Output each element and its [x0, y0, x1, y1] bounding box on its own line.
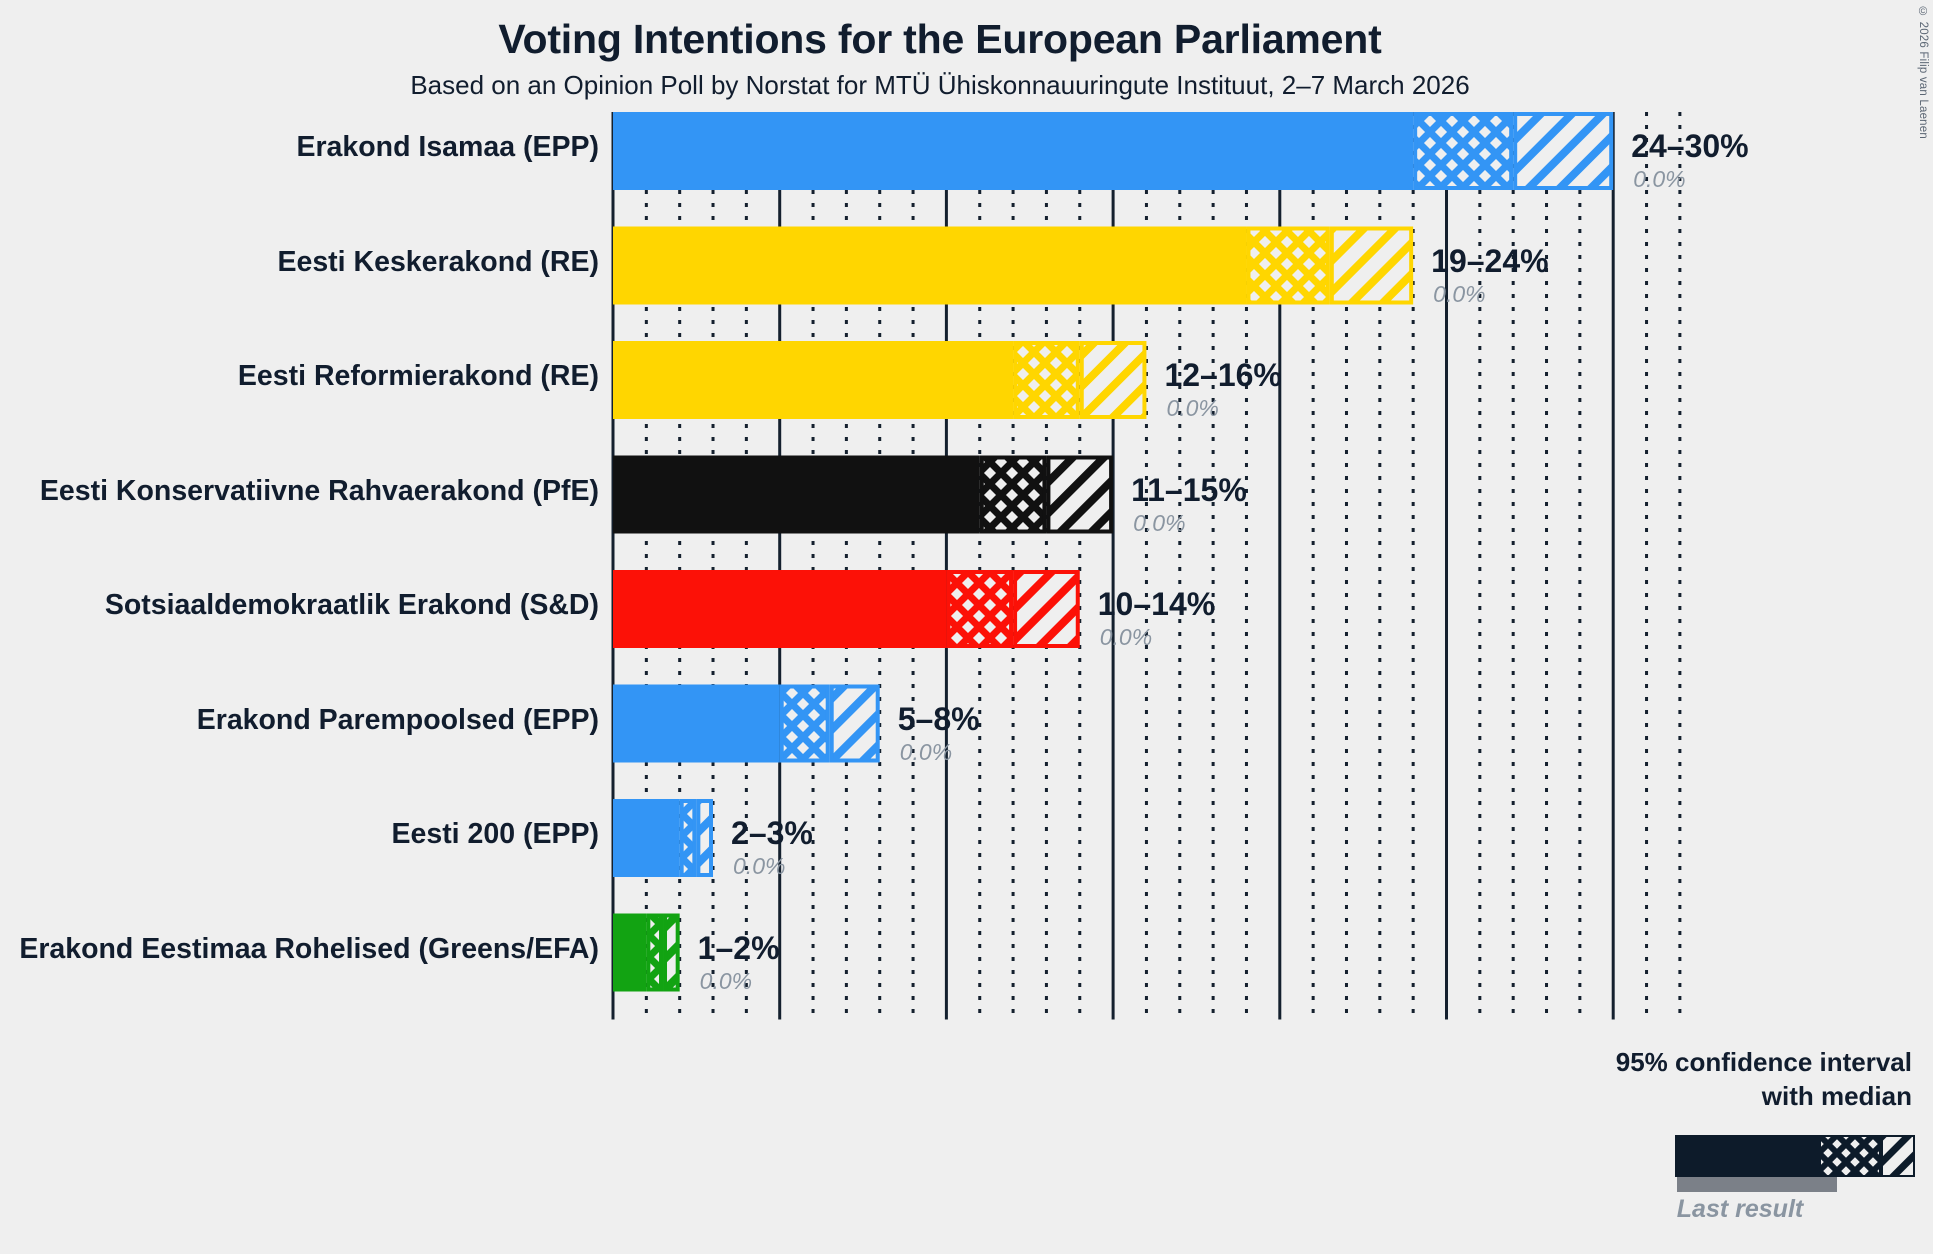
bar-range-value: 12–16% — [1164, 357, 1282, 393]
legend-swatch — [1675, 1135, 1915, 1177]
bar-solid-segment[interactable] — [613, 684, 780, 763]
bar-crosshatch-segment[interactable] — [1246, 226, 1330, 305]
bar-category-label: Erakond Eestimaa Rohelised (Greens/EFA) — [19, 932, 599, 965]
bar-last-result-value: 0.0% — [899, 738, 953, 765]
bar-range-value: 19–24% — [1431, 242, 1549, 279]
legend-caption-line1: 95% confidence interval — [1615, 1047, 1912, 1077]
bar-solid-segment[interactable] — [613, 799, 680, 877]
bar-solid-segment[interactable] — [613, 341, 1014, 419]
legend-swatch-solid — [1675, 1135, 1819, 1177]
bar-group[interactable] — [613, 341, 1147, 419]
bar-range-value: 1–2% — [697, 929, 780, 966]
bar-last-result-value: 0.0% — [1633, 166, 1686, 192]
bar-category-label: Erakond Isamaa (EPP) — [296, 131, 599, 163]
bar-range-value: 10–14% — [1097, 586, 1216, 622]
bar-crosshatch-segment[interactable] — [979, 455, 1047, 534]
bar-crosshatch-segment[interactable] — [779, 684, 830, 763]
chart-subtitle: Based on an Opinion Poll by Norstat for … — [410, 70, 1470, 100]
bar-solid-segment[interactable] — [613, 112, 1414, 190]
bar-range-value: 11–15% — [1131, 471, 1247, 508]
bar-diagonal-segment[interactable] — [696, 799, 714, 877]
bar-last-result-value: 0.0% — [699, 967, 753, 994]
bar-group[interactable] — [613, 570, 1080, 648]
bar-diagonal-segment[interactable] — [663, 913, 680, 992]
legend-caption: 95% confidence interval with median — [1592, 1045, 1912, 1113]
chart-legend: 95% confidence interval with median Last… — [1590, 1045, 1920, 1245]
legend-caption-line2: with median — [1761, 1081, 1912, 1111]
bar-category-label: Sotsiaaldemokraatlik Erakond (S&D) — [104, 589, 599, 621]
bar-crosshatch-segment[interactable] — [646, 913, 664, 992]
bar-group[interactable] — [613, 112, 1614, 190]
bar-group[interactable] — [613, 913, 680, 992]
bar-category-label: Erakond Parempoolsed (EPP) — [196, 703, 599, 736]
bar-diagonal-segment[interactable] — [829, 684, 880, 763]
bar-solid-segment[interactable] — [613, 913, 647, 992]
bar-last-result-value: 0.0% — [733, 853, 786, 879]
bar-crosshatch-segment[interactable] — [1413, 112, 1514, 190]
bar-solid-segment[interactable] — [613, 455, 980, 534]
legend-swatch-crosshatch — [1817, 1135, 1883, 1177]
bar-crosshatch-segment[interactable] — [946, 570, 1014, 648]
bar-category-label: Eesti Konservatiivne Rahvaerakond (PfE) — [39, 474, 599, 507]
bar-group[interactable] — [613, 799, 714, 877]
copyright-notice: © 2026 Filip van Laenen — [1917, 6, 1929, 139]
bar-group[interactable] — [613, 684, 880, 763]
legend-last-result-label: Last result — [1676, 1195, 1804, 1223]
bar-crosshatch-segment[interactable] — [1013, 341, 1080, 419]
bar-range-value: 24–30% — [1631, 128, 1749, 164]
bar-category-label: Eesti Reformierakond (RE) — [237, 360, 599, 392]
bar-solid-segment[interactable] — [613, 570, 947, 648]
bar-last-result-value: 0.0% — [1433, 280, 1486, 307]
legend-swatch-diagonal — [1879, 1135, 1915, 1177]
legend-last-result-bar — [1677, 1177, 1837, 1192]
bar-solid-segment[interactable] — [613, 226, 1247, 305]
bar-category-label: Eesti Keskerakond (RE) — [277, 245, 599, 278]
bar-diagonal-segment[interactable] — [1079, 341, 1147, 419]
bar-category-label: Eesti 200 (EPP) — [391, 818, 599, 850]
bar-group[interactable] — [613, 226, 1414, 305]
bars-group — [613, 112, 1614, 992]
bar-crosshatch-segment[interactable] — [679, 799, 697, 877]
bar-last-result-value: 0.0% — [1099, 624, 1153, 650]
page-title: Voting Intentions for the European Parli… — [498, 16, 1382, 62]
bar-group[interactable] — [613, 455, 1114, 534]
bar-last-result-value: 0.0% — [1166, 395, 1219, 421]
bar-last-result-value: 0.0% — [1133, 509, 1186, 536]
bar-range-value: 5–8% — [897, 700, 980, 737]
bar-diagonal-segment[interactable] — [1513, 112, 1614, 190]
bar-diagonal-segment[interactable] — [1046, 455, 1114, 534]
bar-diagonal-segment[interactable] — [1329, 226, 1414, 305]
bar-diagonal-segment[interactable] — [1013, 570, 1080, 648]
bar-range-value: 2–3% — [731, 815, 813, 851]
